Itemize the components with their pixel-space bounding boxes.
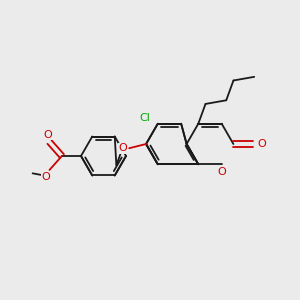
Text: O: O bbox=[44, 130, 52, 140]
Text: O: O bbox=[217, 167, 226, 177]
Text: O: O bbox=[41, 172, 50, 182]
Text: O: O bbox=[118, 143, 127, 153]
Text: O: O bbox=[257, 139, 266, 149]
Text: Cl: Cl bbox=[140, 113, 151, 123]
